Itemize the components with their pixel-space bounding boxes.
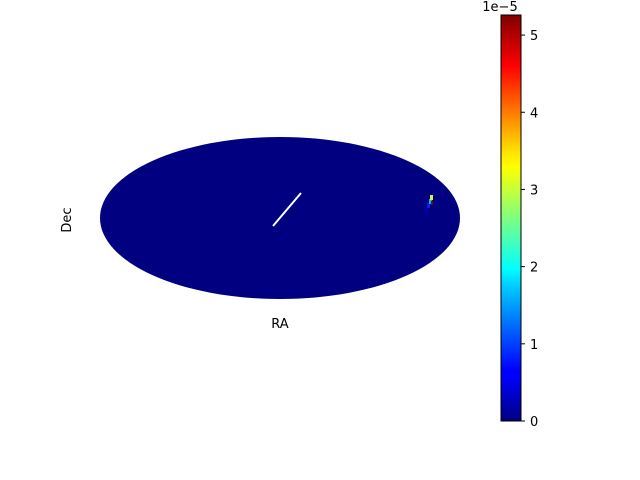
sky-map bbox=[100, 137, 460, 299]
colorbar-tick-label: 5 bbox=[530, 29, 538, 44]
sky-map-hotspot bbox=[425, 195, 433, 214]
sky-map-white-line bbox=[272, 192, 302, 227]
hotspot-cell bbox=[431, 201, 433, 205]
hotspot-cell bbox=[429, 199, 432, 204]
colorbar-tick-label: 0 bbox=[530, 415, 538, 430]
colorbar-ticks: 0 1 2 3 4 5 bbox=[521, 29, 538, 430]
colorbar-tick-label: 3 bbox=[530, 183, 538, 198]
colorbar: 0 1 2 3 4 5 1e−5 bbox=[482, 0, 538, 430]
colorbar-offset-text: 1e−5 bbox=[482, 0, 517, 15]
colorbar-gradient bbox=[500, 14, 522, 422]
hotspot-cell bbox=[430, 195, 433, 200]
hotspot-cell bbox=[427, 203, 430, 208]
colorbar-tick-label: 2 bbox=[530, 261, 538, 276]
x-axis-label: RA bbox=[271, 317, 289, 332]
y-axis-label: Dec bbox=[60, 207, 75, 232]
colorbar-tick-label: 1 bbox=[530, 338, 538, 353]
hotspot-cell bbox=[425, 208, 428, 214]
colorbar-tick-label: 4 bbox=[530, 106, 538, 121]
